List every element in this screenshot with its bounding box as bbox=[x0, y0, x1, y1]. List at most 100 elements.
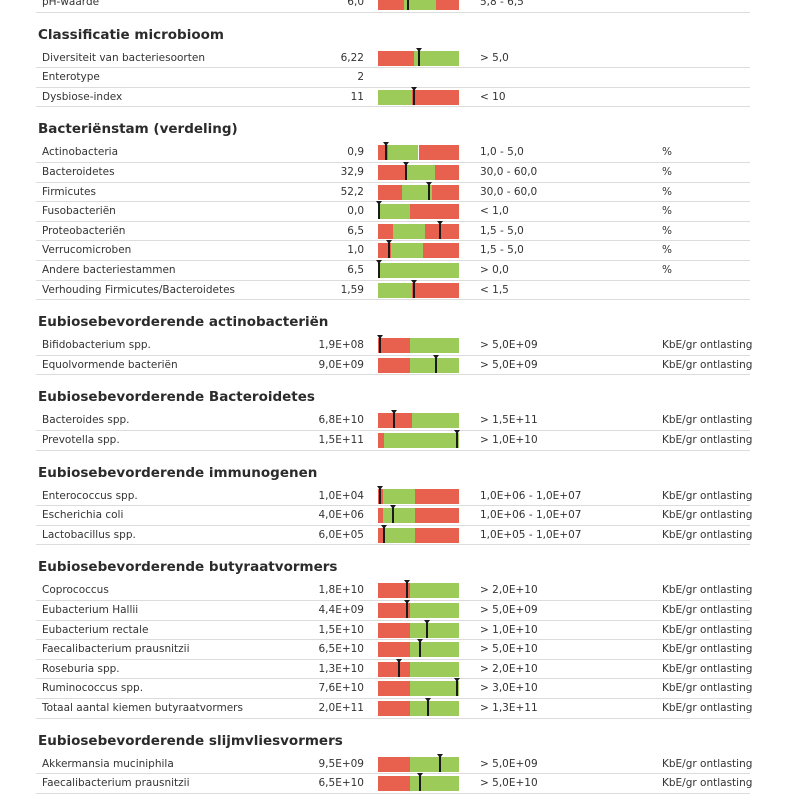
parameter-name: Faecalibacterium prausnitzii bbox=[42, 643, 190, 656]
out-of-range-segment bbox=[378, 165, 406, 180]
parameter-name: Eubacterium Hallii bbox=[42, 604, 139, 616]
parameter-name: Bacteroidetes bbox=[42, 166, 115, 178]
out-of-range-segment bbox=[422, 243, 459, 259]
out-of-range-segment bbox=[378, 622, 411, 638]
unit-label: % bbox=[662, 205, 672, 218]
result-row-bacteroides-spp: Bacteroides spp. 6,8E+10 > 1,5E+11 KbE/gr o… bbox=[0, 410, 800, 431]
out-of-range-segment bbox=[378, 357, 411, 373]
row-divider bbox=[36, 11, 750, 13]
out-of-range-segment bbox=[378, 583, 411, 599]
range-indicator-bar bbox=[378, 658, 459, 677]
reference-range: > 0,0 bbox=[480, 264, 509, 276]
result-row-eubacterium-rectale: Eubacterium rectale 1,5E+10 > 1,0E+10 KbE/g… bbox=[0, 619, 800, 641]
value-marker bbox=[454, 430, 461, 448]
parameter-name: Dysbiose-index bbox=[42, 90, 123, 103]
measured-value: 0,0 bbox=[347, 205, 364, 218]
value-marker bbox=[404, 600, 411, 618]
parameter-name: Enterotype bbox=[42, 71, 100, 84]
value-marker bbox=[437, 220, 444, 239]
normal-range-segment bbox=[410, 642, 459, 658]
row-divider bbox=[36, 639, 750, 641]
range-indicator-bar bbox=[378, 505, 459, 524]
normal-range-segment bbox=[382, 508, 416, 524]
range-indicator-bar bbox=[378, 753, 459, 772]
normal-range-segment bbox=[410, 603, 459, 618]
range-indicator-bar bbox=[378, 619, 459, 638]
row-divider bbox=[36, 374, 750, 376]
section-title-eubiosebevorderende-butyraatvormers: Eubiosebevorderende butyraatvormers bbox=[38, 559, 338, 576]
section-title-eubiosebevorderende-slijmvliesvormers: Eubiosebevorderende slijmvliesvormers bbox=[38, 732, 343, 749]
measured-value: 1,3E+10 bbox=[318, 662, 365, 675]
parameter-name: pH-waarde bbox=[42, 0, 100, 8]
reference-range: > 1,0E+10 bbox=[480, 434, 538, 446]
range-indicator-bar bbox=[378, 86, 459, 105]
row-divider bbox=[36, 354, 750, 356]
result-row-prevotella-spp: Prevotella spp. 1,5E+11 > 1,0E+10 KbE/gr on… bbox=[0, 430, 800, 451]
reference-range: 30,0 - 60,0 bbox=[480, 185, 538, 198]
normal-range-segment bbox=[410, 357, 459, 373]
result-row-roseburia-spp: Roseburia spp. 1,3E+10 > 2,0E+10 KbE/gr ont… bbox=[0, 658, 800, 680]
result-row-diversiteit-van-bacteriesoorten: Diversiteit van bacteriesoorten 6,22 > 5,0 bbox=[0, 47, 800, 69]
parameter-name: Diversiteit van bacteriesoorten bbox=[42, 51, 205, 64]
row-divider bbox=[36, 524, 750, 526]
measured-value: 1,0E+04 bbox=[318, 489, 365, 502]
normal-range-segment bbox=[410, 776, 459, 792]
normal-range-segment bbox=[402, 184, 433, 200]
row-divider bbox=[36, 773, 750, 775]
range-indicator-bar bbox=[378, 162, 459, 180]
measured-value: 6,5E+10 bbox=[318, 643, 365, 656]
out-of-range-segment bbox=[424, 223, 459, 239]
reference-range: > 5,0E+09 bbox=[480, 358, 538, 371]
unit-label: KbE/gr ontlasting bbox=[662, 604, 753, 616]
value-marker bbox=[417, 773, 424, 792]
result-row-verrucomicroben: Verrucomicroben 1,0 1,5 - 5,0% bbox=[0, 240, 800, 261]
row-divider bbox=[36, 161, 750, 163]
measured-value: 4,0E+06 bbox=[318, 509, 365, 522]
unit-label: KbE/gr ontlasting bbox=[662, 623, 753, 636]
value-marker bbox=[436, 753, 443, 772]
section-title-classificatie-microbioom: Classificatie microbioom bbox=[38, 26, 224, 43]
out-of-range-segment bbox=[378, 661, 411, 677]
value-marker bbox=[389, 505, 396, 524]
measured-value: 6,0 bbox=[347, 0, 364, 8]
reference-range: 1,0E+05 - 1,0E+07 bbox=[480, 528, 582, 541]
unit-label: KbE/gr ontlasting bbox=[662, 682, 753, 695]
result-row-bacteroidetes: Bacteroidetes 32,9 30,0 - 60,0% bbox=[0, 162, 800, 183]
unit-label: KbE/gr ontlasting bbox=[662, 584, 753, 597]
range-indicator-bar bbox=[378, 354, 459, 373]
measured-value: 2,0E+11 bbox=[318, 702, 365, 714]
measured-value: 52,2 bbox=[340, 185, 364, 198]
normal-range-segment bbox=[410, 681, 459, 697]
range-indicator-bar bbox=[378, 639, 459, 658]
out-of-range-segment bbox=[378, 527, 383, 543]
result-row-proteobacterien: Proteobacteriën 6,5 1,5 - 5,0% bbox=[0, 220, 800, 242]
out-of-range-segment bbox=[378, 756, 411, 772]
result-row-enterotype: Enterotype 2 bbox=[0, 68, 800, 88]
measured-value: 1,0 bbox=[347, 244, 364, 257]
reference-range: > 5,0E+09 bbox=[480, 339, 538, 352]
measured-value: 0,9 bbox=[347, 146, 364, 159]
result-row-equolvormende-bacterien: Equolvormende bacteriën 9,0E+09 > 5,0E+09 K… bbox=[0, 354, 800, 376]
parameter-name: Bifidobacterium spp. bbox=[42, 339, 151, 352]
unit-label: % bbox=[662, 185, 672, 198]
normal-range-segment bbox=[410, 756, 459, 772]
row-divider bbox=[36, 697, 750, 699]
parameter-name: Verhouding Firmicutes/Bacteroidetes bbox=[42, 283, 236, 296]
measured-value: 6,5 bbox=[347, 224, 364, 237]
reference-range: 5,8 - 6,5 bbox=[480, 0, 524, 8]
out-of-range-segment bbox=[378, 50, 415, 66]
reference-range: > 5,0E+10 bbox=[480, 643, 538, 656]
out-of-range-segment bbox=[415, 508, 459, 524]
value-marker bbox=[396, 658, 403, 677]
result-row-totaal-aantal-kiemen-butyraatvormers: Totaal aantal kiemen butyraatvormers 2,0E… bbox=[0, 698, 800, 719]
out-of-range-segment bbox=[378, 603, 411, 618]
result-row-fusobacterien: Fusobacteriën 0,0 < 1,0% bbox=[0, 201, 800, 222]
row-divider bbox=[36, 86, 750, 88]
out-of-range-segment bbox=[378, 776, 411, 792]
out-of-range-segment bbox=[378, 0, 404, 10]
parameter-name: Akkermansia muciniphila bbox=[42, 757, 174, 770]
out-of-range-segment bbox=[434, 165, 459, 180]
parameter-name: Andere bacteriestammen bbox=[42, 264, 176, 276]
normal-range-segment bbox=[390, 243, 423, 259]
range-indicator-bar bbox=[378, 600, 459, 618]
